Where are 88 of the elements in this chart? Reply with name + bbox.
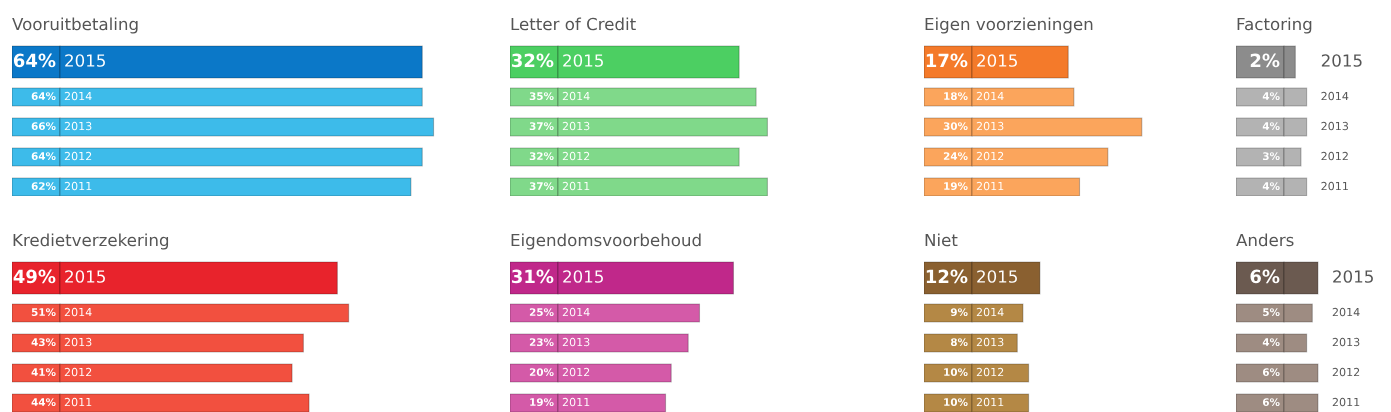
data-label: 19%: [944, 182, 968, 191]
y-tick-label: 2012: [976, 367, 1004, 377]
y-tick-label: 2012: [1332, 367, 1360, 377]
data-label: 18%: [944, 92, 968, 101]
y-tick-label: 2015: [563, 54, 603, 67]
data-label: 32%: [529, 152, 554, 161]
chart-title: Vooruitbetaling: [12, 17, 138, 34]
y-tick-label: 2014: [976, 307, 1004, 317]
y-tick-label: 2013: [562, 337, 590, 347]
data-label: 43%: [31, 338, 56, 347]
data-label: 6%: [1250, 269, 1280, 284]
y-tick-label: 2012: [64, 367, 92, 377]
y-tick-label: 2013: [1321, 121, 1349, 131]
y-tick-label: 2011: [562, 181, 590, 191]
data-label: 30%: [943, 122, 968, 131]
y-tick-label: 2013: [64, 121, 92, 131]
y-tick-label: 2014: [562, 91, 590, 101]
data-label: 4%: [1262, 338, 1280, 347]
y-tick-label: 2012: [1321, 151, 1348, 161]
data-label: 10%: [944, 368, 968, 377]
data-label: 19%: [530, 398, 554, 407]
y-tick-label: 2012: [976, 151, 1004, 161]
y-tick-label: 2014: [1332, 307, 1360, 317]
y-tick-label: 2011: [1332, 397, 1360, 407]
y-tick-label: 2013: [562, 121, 590, 131]
y-tick-label: 2011: [976, 397, 1004, 407]
y-tick-label: 2015: [977, 270, 1017, 283]
chart-title: Eigendomsvoorbehoud: [511, 233, 701, 250]
data-label: 32%: [511, 53, 554, 68]
y-tick-label: 2013: [1332, 337, 1360, 347]
y-tick-label: 2013: [976, 121, 1004, 131]
data-label: 4%: [1262, 122, 1280, 131]
data-label: 9%: [950, 308, 968, 317]
y-tick-label: 2015: [563, 270, 603, 283]
y-tick-label: 2011: [976, 181, 1004, 191]
y-tick-label: 2011: [64, 397, 92, 407]
y-tick-label: 2015: [977, 54, 1017, 67]
y-tick-label: 2012: [562, 367, 590, 377]
data-label: 6%: [1262, 368, 1280, 377]
y-tick-label: 2015: [1321, 54, 1362, 67]
data-label: 8%: [950, 338, 968, 347]
data-label: 41%: [31, 368, 56, 377]
chart-title: Letter of Credit: [511, 17, 636, 31]
data-label: 4%: [1262, 92, 1280, 101]
data-label: 25%: [529, 308, 554, 317]
y-tick-label: 2012: [64, 151, 92, 161]
y-tick-label: 2011: [562, 397, 590, 407]
y-tick-label: 2014: [64, 307, 92, 317]
y-tick-label: 2015: [1333, 270, 1373, 283]
data-label: 23%: [529, 338, 554, 347]
y-tick-label: 2013: [976, 337, 1004, 347]
y-tick-label: 2015: [65, 270, 105, 283]
data-label: 64%: [31, 152, 56, 161]
y-tick-label: 2015: [65, 54, 105, 67]
chart-title: Anders: [1236, 233, 1294, 247]
data-label: 37%: [529, 122, 554, 131]
data-label: 51%: [31, 308, 56, 317]
chart-title: Niet: [925, 233, 958, 247]
chart-title: Factoring: [1237, 17, 1312, 34]
data-label: 66%: [31, 122, 56, 131]
data-label: 17%: [926, 53, 968, 68]
data-label: 44%: [31, 398, 56, 407]
y-tick-label: 2012: [562, 151, 590, 161]
y-tick-label: 2011: [64, 181, 92, 191]
data-label: 12%: [926, 269, 968, 284]
chart-title: Eigen voorzieningen: [925, 17, 1093, 34]
chart-title: Kredietverzekering: [13, 233, 169, 250]
y-tick-label: 2014: [976, 91, 1004, 101]
data-label: 4%: [1262, 182, 1280, 191]
data-label: 3%: [1263, 152, 1280, 161]
data-label: 35%: [529, 92, 554, 101]
y-tick-label: 2014: [1321, 91, 1349, 101]
data-label: 37%: [529, 182, 554, 191]
data-label: 5%: [1263, 308, 1280, 317]
y-tick-label: 2011: [1321, 181, 1348, 191]
data-label: 64%: [13, 53, 56, 68]
data-label: 10%: [944, 398, 968, 407]
data-label: 20%: [529, 368, 554, 377]
y-tick-label: 2014: [64, 91, 92, 101]
data-label: 6%: [1262, 398, 1280, 407]
data-label: 31%: [511, 269, 554, 284]
data-label: 62%: [31, 182, 56, 191]
data-label: 64%: [31, 92, 56, 101]
y-tick-label: 2014: [562, 307, 590, 317]
data-label: 24%: [943, 152, 968, 161]
data-label: 49%: [13, 269, 56, 284]
y-tick-label: 2013: [64, 337, 92, 347]
data-label: 2%: [1250, 53, 1280, 68]
